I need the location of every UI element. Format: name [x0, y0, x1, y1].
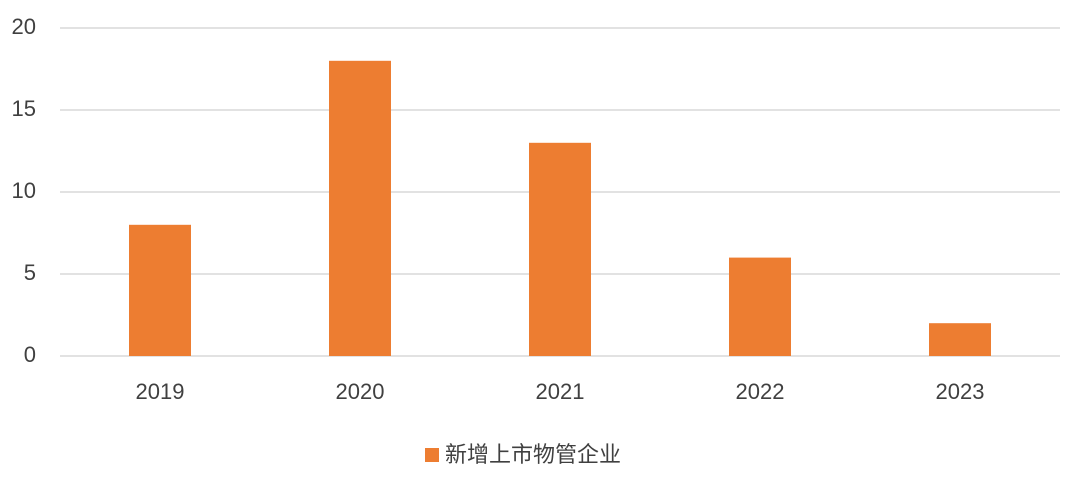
- bar: [529, 142, 591, 356]
- legend-swatch: [425, 448, 439, 462]
- y-tick-label: 5: [24, 260, 36, 285]
- bar: [729, 257, 791, 356]
- x-tick-label: 2023: [936, 379, 985, 404]
- x-tick-label: 2021: [536, 379, 585, 404]
- y-tick-label: 0: [24, 342, 36, 367]
- bar: [329, 60, 391, 357]
- x-tick-label: 2022: [736, 379, 785, 404]
- x-tick-label: 2019: [136, 379, 185, 404]
- bar: [129, 224, 191, 356]
- y-tick-label: 10: [12, 178, 36, 203]
- x-tick-label: 2020: [336, 379, 385, 404]
- bar: [929, 323, 991, 356]
- legend-label: 新增上市物管企业: [445, 442, 621, 467]
- y-tick-label: 20: [12, 14, 36, 39]
- y-tick-label: 15: [12, 96, 36, 121]
